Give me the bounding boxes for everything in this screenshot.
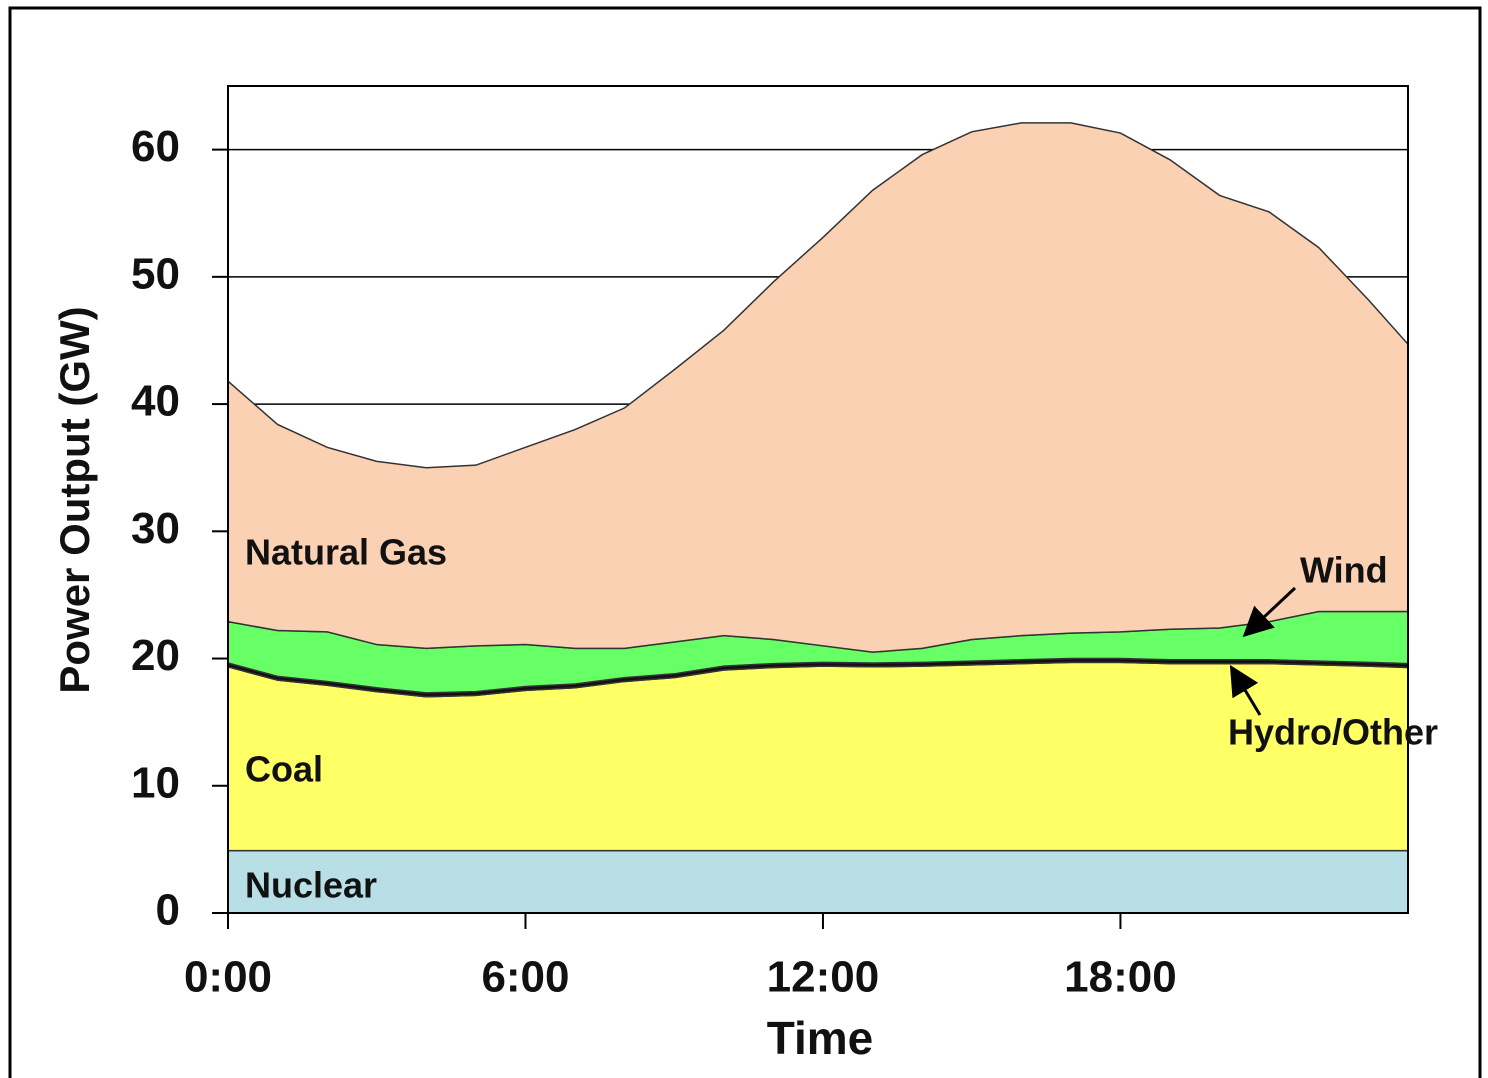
plot-border xyxy=(227,85,1409,914)
series-label: Hydro/Other xyxy=(1228,712,1438,753)
area xyxy=(227,849,1409,914)
y-tick-label: 50 xyxy=(131,249,180,298)
hydro-arrow xyxy=(1229,664,1262,716)
wind-arrow xyxy=(1242,586,1297,638)
y-tick-label: 60 xyxy=(131,122,180,171)
series-label: Wind xyxy=(1300,550,1388,591)
y-axis-label: Power Output (GW) xyxy=(51,306,98,693)
y-tick-label: 40 xyxy=(131,377,180,426)
x-axis-label: Time xyxy=(767,1012,874,1064)
y-tick-label: 20 xyxy=(131,631,180,680)
y-tick-label: 0 xyxy=(156,886,180,935)
y-tick-label: 10 xyxy=(131,758,180,807)
x-tick-label: 12:00 xyxy=(767,953,880,1002)
x-tick-label: 0:00 xyxy=(184,953,272,1002)
x-tick-label: 18:00 xyxy=(1064,953,1177,1002)
x-tick-label: 6:00 xyxy=(481,953,569,1002)
series-label: Nuclear xyxy=(245,865,377,906)
series-label: Coal xyxy=(245,749,323,790)
y-tick-label: 30 xyxy=(131,504,180,553)
series-label: Natural Gas xyxy=(245,532,447,573)
